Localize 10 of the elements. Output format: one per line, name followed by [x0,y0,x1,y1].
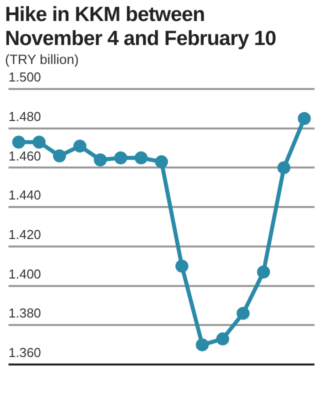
y-tick-label: 1.380 [8,306,42,321]
y-tick-label: 1.400 [8,266,42,282]
chart-title: Hike in KKM between November 4 and February 10 [4,2,278,51]
y-tick-label: 1.500 [8,70,42,85]
chart-subtitle: (TRY billion) [4,51,80,67]
y-tick-label: 1.440 [8,188,42,203]
y-tick-label: 1.480 [8,108,42,124]
y-tick-label: 1.420 [8,227,42,242]
y-tick-label: 1.360 [8,345,42,360]
y-tick-label: 1.460 [8,148,42,164]
